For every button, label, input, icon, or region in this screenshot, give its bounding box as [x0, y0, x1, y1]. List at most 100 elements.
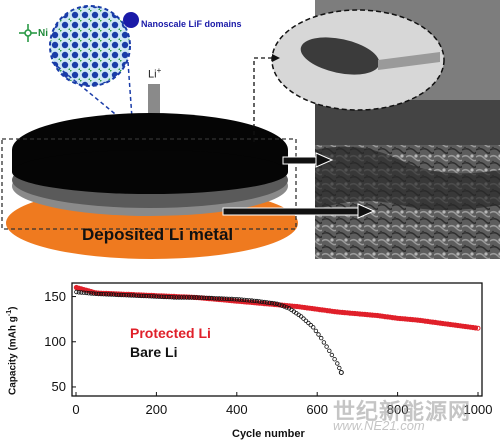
watermark-url: www.NE21.com: [333, 418, 425, 433]
bare-li-point: [146, 294, 152, 299]
bare-li-point: [174, 295, 179, 300]
x-tick-label: 600: [306, 402, 329, 417]
bare-li-point: [171, 295, 177, 300]
bare-li-point: [264, 300, 270, 305]
axis-ticks: [72, 296, 479, 396]
bare-li-point: [229, 296, 234, 302]
bare-li-point: [108, 292, 114, 297]
bare-li-point: [151, 294, 157, 299]
bare-li-point: [129, 293, 134, 298]
bare-li-point: [116, 292, 121, 298]
bare-li-point: [84, 290, 89, 296]
bare-li-point: [319, 335, 324, 341]
ni-atom-icon: [19, 24, 37, 42]
bare-li-point: [126, 293, 131, 298]
cross-section-box: [1, 138, 297, 230]
bare-li-point: [131, 293, 136, 298]
bare-li-point: [199, 295, 204, 300]
bare-li-point: [134, 293, 139, 298]
bare-li-point: [141, 293, 146, 299]
bare-li-point: [111, 292, 116, 297]
li-ion-label: Li+: [148, 66, 162, 81]
bare-li-point: [267, 300, 272, 305]
plot-frame: [71, 282, 483, 397]
deposited-li-label: Deposited Li metal: [82, 225, 234, 244]
bare-li-point: [337, 365, 342, 371]
x-tick-label: 0: [72, 402, 80, 417]
bare-li-point: [136, 293, 141, 298]
bare-li-point: [164, 294, 169, 300]
bare-li-point: [209, 295, 214, 301]
bare-li-point: [103, 292, 109, 297]
bare-li-point: [227, 296, 232, 302]
bare-li-point: [269, 300, 275, 306]
bare-li-point: [327, 348, 332, 353]
bare-li-point: [201, 295, 207, 300]
bare-li-point: [239, 297, 244, 302]
bare-li-point: [179, 295, 184, 300]
bare-li-point: [124, 293, 129, 298]
bare-li-point: [321, 340, 327, 345]
sem-arrow-bottom: [222, 203, 376, 219]
bare-li-point: [159, 294, 164, 299]
bare-li-point: [106, 292, 111, 297]
ni-legend-label: Ni: [38, 28, 48, 39]
bare-li-point: [176, 295, 182, 300]
bare-li-point: [284, 305, 289, 310]
bare-li-point: [257, 299, 262, 304]
data-series: [73, 284, 481, 375]
x-tick-label: 200: [145, 402, 168, 417]
bare-li-point: [181, 295, 187, 300]
x-axis-label: Cycle number: [232, 428, 305, 440]
bare-li-point: [139, 293, 144, 299]
bare-li-point: [113, 292, 119, 297]
bare-li-point: [277, 302, 282, 307]
bare-li-point: [96, 291, 101, 297]
legend-protected-li: Protected Li: [130, 325, 211, 341]
photo-inset: [271, 9, 445, 111]
bare-li-point: [311, 325, 316, 330]
bare-li-point: [121, 292, 126, 298]
bare-li-point: [98, 291, 104, 297]
bare-li-point: [303, 318, 309, 323]
bare-li-point: [88, 291, 94, 296]
lattice-zoom-inset: [49, 5, 133, 119]
bare-li-point: [156, 294, 162, 299]
x-tick-label: 800: [386, 402, 409, 417]
x-tick-label: 400: [225, 402, 248, 417]
bare-li-point: [247, 298, 252, 303]
bare-li-point: [194, 295, 199, 300]
bare-li-point: [232, 297, 237, 302]
bare-li-point: [221, 296, 227, 301]
bare-li-point: [214, 296, 219, 301]
y-axis-label: Capacity (mAh g-1): [6, 306, 19, 395]
lif-legend-label: Nanoscale LiF domains: [141, 19, 242, 29]
watermark-text: 世纪新能源网: [333, 399, 472, 424]
bare-li-point: [224, 296, 229, 301]
protected-li-point: [475, 325, 481, 331]
bare-li-point: [279, 303, 284, 308]
x-tick-label: 1000: [463, 402, 493, 417]
bare-li-point: [169, 295, 174, 300]
y-tick-label: 150: [44, 288, 66, 304]
bare-li-point: [189, 295, 194, 300]
bare-li-point: [76, 290, 82, 295]
bare-li-point: [166, 294, 172, 300]
bare-li-point: [234, 297, 239, 302]
bare-li-point: [338, 369, 344, 375]
bare-li-point: [332, 357, 337, 362]
bare-li-point: [252, 298, 257, 304]
y-tick-label: 50: [51, 378, 66, 394]
bare-li-point: [335, 361, 340, 366]
bare-li-point: [219, 296, 224, 301]
bare-li-point: [272, 301, 277, 306]
bare-li-point: [262, 299, 267, 305]
bare-li-point: [86, 291, 91, 296]
bare-li-point: [144, 293, 149, 299]
bare-li-point: [244, 298, 249, 303]
bare-li-point: [254, 298, 260, 304]
bare-li-point: [249, 298, 255, 303]
photo-connector: [253, 57, 272, 142]
